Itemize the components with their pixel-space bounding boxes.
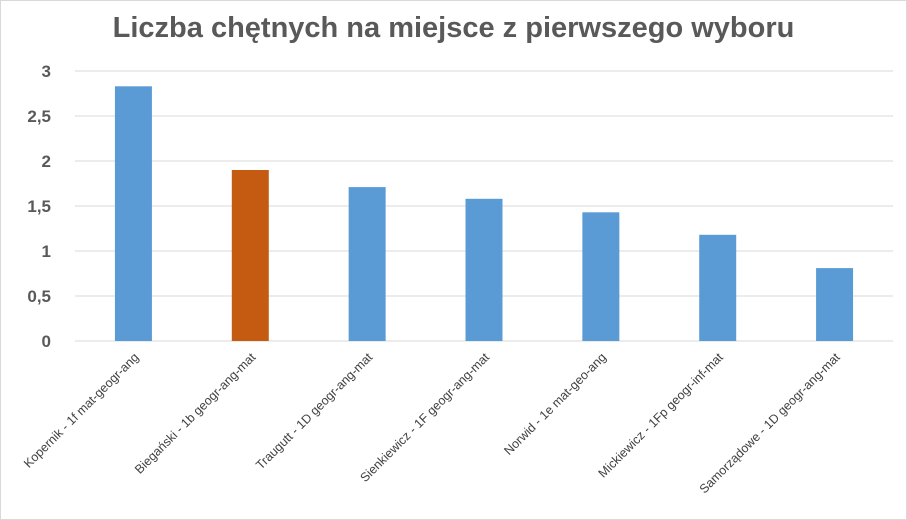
bar — [816, 268, 854, 341]
y-tick-label: 2 — [42, 152, 51, 171]
bar — [465, 198, 503, 341]
x-tick-label: Samorządowe - 1D geogr-ang-mat — [697, 350, 843, 496]
y-tick-label: 1,5 — [27, 197, 51, 216]
y-tick-label: 1 — [42, 242, 51, 261]
x-tick-label: Biegański - 1b geogr-ang-mat — [132, 350, 259, 477]
x-tick-label: Mickiewicz - 1Fp geogr-inf-mat — [596, 350, 727, 481]
bars — [114, 86, 854, 341]
bar — [582, 212, 620, 341]
bar — [231, 170, 269, 341]
y-tick-label: 2,5 — [27, 107, 51, 126]
x-tick-label: Norwid - 1e mat-geo-ang — [501, 350, 609, 458]
x-tick-label: Sienkiewicz - 1F geogr-ang-mat — [357, 350, 492, 485]
y-tick-label: 0,5 — [27, 287, 51, 306]
bar — [114, 86, 152, 341]
y-tick-label: 3 — [42, 62, 51, 81]
bar — [699, 234, 737, 341]
y-axis-ticks: 0 0,5 1 1,5 2 2,5 3 — [27, 62, 51, 351]
chart-title: Liczba chętnych na miejsce z pierwszego … — [112, 12, 795, 44]
y-tick-label: 0 — [42, 332, 51, 351]
x-tick-label: Traugutt - 1D geogr-ang-mat — [253, 350, 375, 472]
bar — [348, 187, 386, 341]
x-tick-label: Kopernik - 1f mat-geogr-ang — [21, 350, 141, 470]
